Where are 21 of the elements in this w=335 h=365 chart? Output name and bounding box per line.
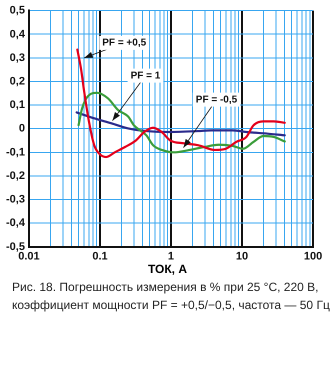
annotation: PF = 1 <box>130 70 161 82</box>
x-tick-label: 1 <box>168 250 174 262</box>
annotation: PF = -0,5 <box>196 94 238 106</box>
y-tick-label: -0,4 <box>6 217 26 230</box>
y-tick-label: 0,4 <box>10 28 26 40</box>
y-tick-label: -0,1 <box>6 146 25 158</box>
y-tick-label: 0,2 <box>10 75 25 88</box>
y-tick-label: -0,2 <box>6 170 25 182</box>
y-tick-label: 0,5 <box>10 4 25 17</box>
x-tick-label: 0.1 <box>92 250 108 262</box>
y-tick-label: -0,5 <box>6 240 25 253</box>
y-tick-label: -0,3 <box>6 194 25 206</box>
x-tick-label: 100 <box>304 250 322 262</box>
x-tick-label: 10 <box>236 250 248 262</box>
x-axis-title: ТОК, А <box>146 262 188 276</box>
annotation: PF = +0,5 <box>102 38 147 49</box>
text: Рис. 18. Погрешность измерения в % при 25 °C, 220 В, коэффициент мощности PF = +0,5/−0,5, частота — 50 Гц <box>12 279 330 314</box>
x-tick-label: 0.01 <box>18 250 40 262</box>
y-tick-label: 0 <box>18 122 25 135</box>
y-tick-label: 0,1 <box>10 99 25 112</box>
y-tick-label: 0,3 <box>10 52 25 64</box>
